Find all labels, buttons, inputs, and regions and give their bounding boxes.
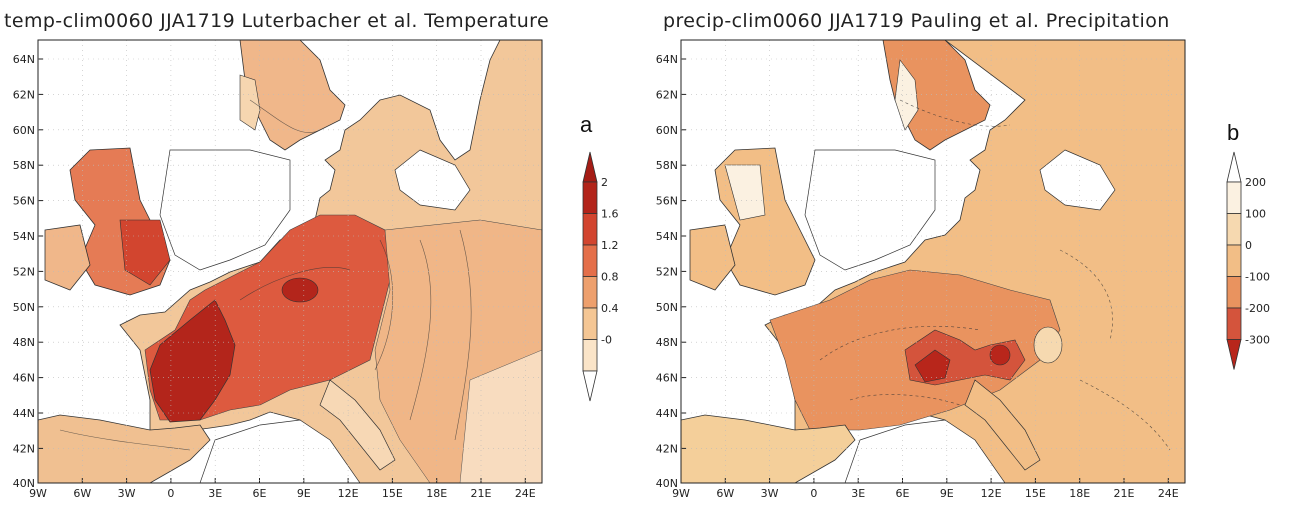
lat-tick-label: 50N [13,301,35,314]
lat-tick-label: 62N [656,88,678,101]
colorbar-bottom-arrow [582,370,598,402]
lon-tick-label: 21E [1114,487,1135,500]
colorbar-segment [1226,244,1242,277]
panel-b-grid [680,40,1185,484]
lon-tick-label: 24E [1158,487,1179,500]
panel-b-colorbar: 200 100 0 -100 -200 -300 [1226,151,1270,370]
lon-tick-label: 24E [515,487,536,500]
panel-a-title: temp-clim0060 JJA1719 Luterbacher et al.… [4,10,550,32]
lat-tick-label: 54N [13,230,35,243]
lon-tick-label: 9W [29,487,47,500]
colorbar-label: 0.8 [601,271,619,284]
lat-tick-label: 52N [13,265,35,278]
lon-tick-label: 15E [1025,487,1046,500]
colorbar-label: 0 [1245,239,1252,252]
lon-tick-label: 6E [896,487,910,500]
colorbar-segment [1226,307,1242,340]
colorbar-label: -0 [601,334,612,347]
colorbar-label: -100 [1245,271,1270,284]
lat-tick-label: 58N [656,159,678,172]
colorbar-segment [582,307,598,340]
lon-tick-label: 18E [1069,487,1090,500]
lat-tick-label: 48N [656,336,678,349]
lon-tick-label: 3E [208,487,222,500]
lat-tick-label: 60N [13,124,35,137]
panel-a-colorbar: 2 1.6 1.2 0.8 0.4 -0 [582,151,619,402]
lat-tick-label: 46N [656,372,678,385]
lon-tick-label: 3W [118,487,136,500]
lon-tick-label: 9W [672,487,690,500]
panel-a-map: 64N62N60N58N56N54N52N50N48N46N44N42N40N … [13,39,619,500]
lat-tick-label: 64N [13,53,35,66]
colorbar-label: 200 [1245,176,1266,189]
colorbar-segment [582,213,598,246]
lat-tick-label: 52N [656,265,678,278]
panel-a-grid [37,40,542,484]
lat-tick-label: 54N [656,230,678,243]
colorbar-label: 1.6 [601,208,619,221]
lon-tick-label: 12E [338,487,359,500]
hot-core-a [149,299,236,423]
colorbar-segment [1226,181,1242,214]
dry-core-b [914,349,951,383]
lon-tick-label: 0 [810,487,817,500]
lon-tick-label: 9E [940,487,954,500]
colorbar-label: -300 [1245,334,1270,347]
lon-tick-label: 3E [851,487,865,500]
lon-tick-label: 6E [253,487,267,500]
colorbar-top-arrow [1226,151,1242,183]
colorbar-segment [582,276,598,309]
colorbar-bottom-arrow [1226,339,1242,370]
colorbar-segment [582,339,598,372]
colorbar-top-arrow [582,151,598,183]
lat-tick-label: 42N [13,442,35,455]
lon-tick-label: 3W [761,487,779,500]
lat-tick-label: 44N [656,407,678,420]
lat-tick-label: 48N [13,336,35,349]
lat-tick-label: 62N [13,88,35,101]
panel-b-letter: b [1227,120,1239,145]
panel-a-letter: a [580,112,593,137]
lat-tick-label: 42N [656,442,678,455]
lon-tick-label: 9E [297,487,311,500]
colorbar-label: 2 [601,176,608,189]
lon-tick-label: 6W [73,487,91,500]
panel-b-map: 64N62N60N58N56N54N52N50N48N46N44N42N40N … [656,39,1270,500]
lat-tick-label: 56N [13,195,35,208]
lon-tick-label: 0 [167,487,174,500]
colorbar-label: 1.2 [601,239,619,252]
lat-tick-label: 56N [656,195,678,208]
lat-tick-label: 44N [13,407,35,420]
lon-tick-label: 15E [382,487,403,500]
lat-tick-label: 46N [13,372,35,385]
lon-tick-label: 21E [471,487,492,500]
lat-tick-label: 40N [656,477,678,490]
lon-tick-label: 18E [426,487,447,500]
lat-tick-label: 64N [656,53,678,66]
colorbar-label: -200 [1245,302,1270,315]
lat-tick-label: 58N [13,159,35,172]
lon-tick-label: 6W [716,487,734,500]
colorbar-label: 100 [1245,208,1266,221]
colorbar-label: 0.4 [601,302,619,315]
colorbar-segment [1226,213,1242,246]
lat-tick-label: 40N [13,477,35,490]
colorbar-segment [582,181,598,214]
colorbar-segment [1226,276,1242,309]
lat-tick-label: 50N [656,301,678,314]
panel-b-title: precip-clim0060 JJA1719 Pauling et al. P… [663,10,1170,32]
lat-tick-label: 60N [656,124,678,137]
colorbar-segment [582,244,598,277]
lon-tick-label: 12E [981,487,1002,500]
